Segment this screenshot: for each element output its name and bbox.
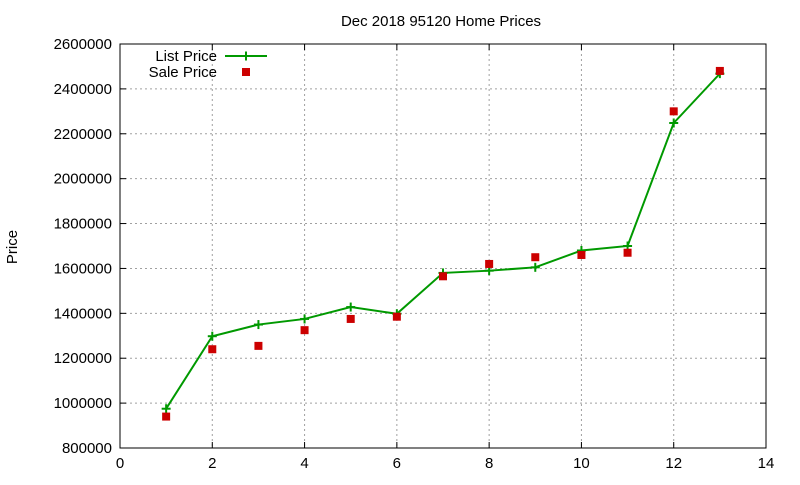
x-tick-label: 10 [573, 455, 590, 472]
legend-marker-list-price [241, 51, 251, 61]
x-tick-label: 14 [758, 455, 775, 472]
list-price-point [346, 302, 356, 312]
axes: 0 2 4 6 8 10 12 14 800000 1000000 1200000 1400000 16… [54, 36, 775, 472]
series-layer [161, 66, 725, 421]
y-tick-label: 1400000 [54, 305, 112, 322]
x-tick-label: 12 [665, 455, 682, 472]
legend-label-list-price: List Price [155, 48, 217, 65]
y-axis-label: Price [4, 230, 21, 264]
list-price-point [300, 314, 310, 324]
sale-price-point [623, 248, 632, 257]
x-tick-label: 8 [485, 455, 493, 472]
y-tick-label: 1200000 [54, 350, 112, 367]
x-tick-label: 2 [208, 455, 216, 472]
series-sale-price [162, 66, 724, 421]
sale-price-point [254, 341, 263, 350]
y-tick-label: 1000000 [54, 395, 112, 412]
legend-marker-sale-price [242, 68, 250, 76]
sale-price-point [531, 253, 540, 262]
sale-price-point [208, 345, 217, 354]
sale-price-point [715, 66, 724, 75]
legend-label-sale-price: Sale Price [149, 64, 217, 81]
sale-price-point [577, 250, 586, 259]
list-price-point [161, 404, 171, 414]
y-tick-label: 800000 [62, 440, 112, 457]
list-price-point [207, 331, 217, 341]
x-tick-label: 6 [393, 455, 401, 472]
y-tick-label: 2400000 [54, 81, 112, 98]
sale-price-point [300, 326, 309, 335]
x-tick-label: 4 [300, 455, 308, 472]
list-price-point [530, 262, 540, 272]
y-tick-label: 2200000 [54, 126, 112, 143]
y-tick-label: 2600000 [54, 36, 112, 53]
y-tick-label: 2000000 [54, 171, 112, 188]
y-tick-label: 1600000 [54, 260, 112, 277]
sale-price-point [346, 314, 355, 323]
list-price-point [669, 118, 679, 128]
sale-price-point [392, 312, 401, 321]
x-tick-label: 0 [116, 455, 124, 472]
sale-price-point [485, 259, 494, 268]
sale-price-point [162, 412, 171, 421]
list-price-point [253, 320, 263, 330]
y-tick-label: 1800000 [54, 216, 112, 233]
plot-frame [119, 43, 767, 449]
chart-title: Dec 2018 95120 Home Prices [341, 13, 541, 30]
sale-price-point [439, 272, 447, 281]
sale-price-point [669, 107, 678, 116]
